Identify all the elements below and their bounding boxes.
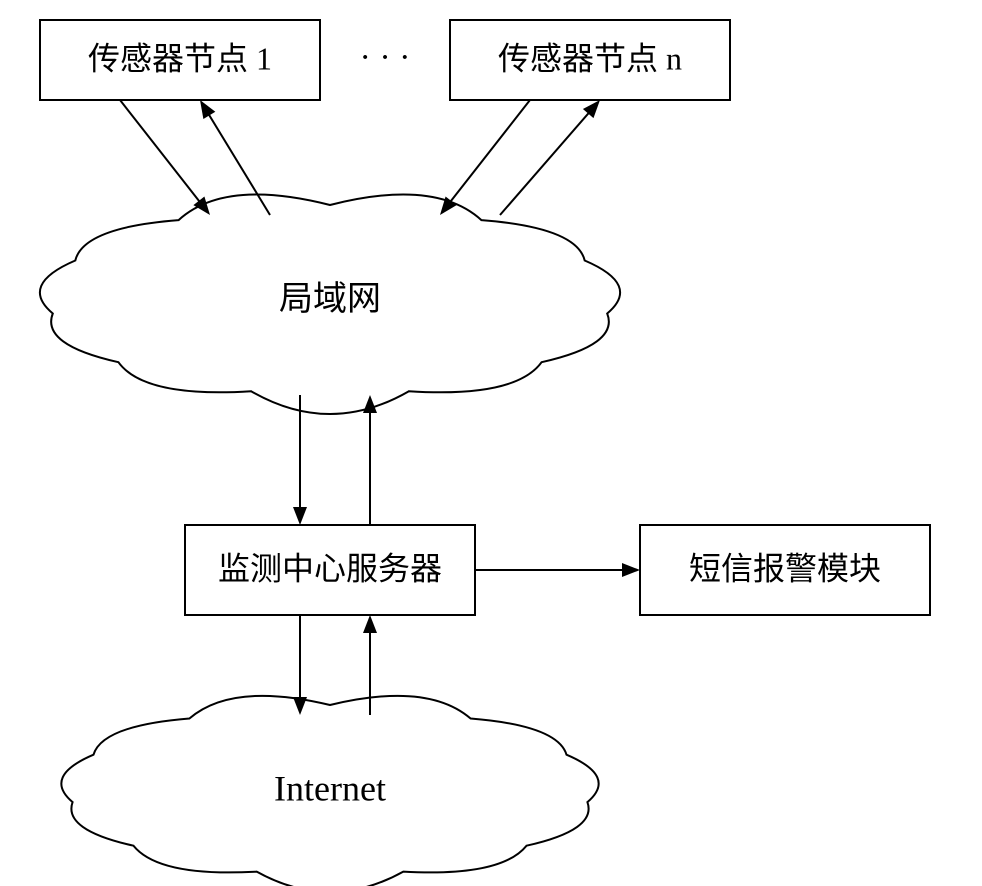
edge-line	[500, 107, 594, 215]
label-sensor1: 传感器节点 1	[88, 40, 272, 76]
label-lan: 局域网	[279, 280, 381, 318]
arrow-head	[363, 615, 377, 633]
label-server: 监测中心服务器	[218, 550, 442, 586]
arrow-head	[293, 507, 307, 525]
edge-line	[446, 100, 530, 208]
label-internet: Internet	[274, 768, 386, 808]
arrow-head	[622, 563, 640, 577]
edge-line	[120, 100, 204, 208]
ellipsis: · · ·	[360, 39, 411, 76]
arrow-head	[200, 100, 215, 119]
label-sms: 短信报警模块	[689, 550, 881, 586]
label-sensorN: 传感器节点 n	[498, 40, 682, 76]
